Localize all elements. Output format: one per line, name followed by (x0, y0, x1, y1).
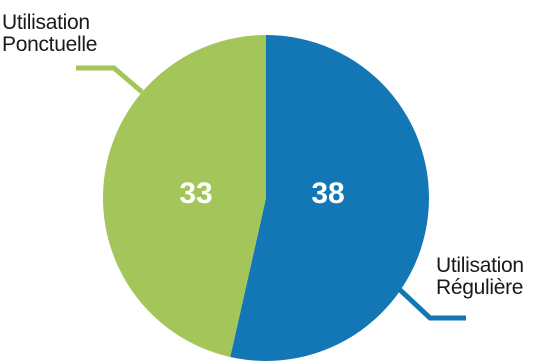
category-label-reguliere-line-2: Régulière (436, 276, 523, 299)
leader-line-utilisation-ponctuelle (76, 65, 144, 94)
category-label-utilisation-reguliere: Utilisation Régulière (436, 254, 529, 299)
leader-line-utilisation-reguliere (396, 286, 466, 321)
category-label-utilisation-ponctuelle: Utilisation Ponctuelle (2, 11, 97, 56)
value-label-utilisation-ponctuelle: 33 (179, 177, 212, 210)
slice-utilisation-ponctuelle (102, 35, 267, 358)
value-label-utilisation-reguliere: 38 (311, 177, 344, 210)
category-label-ponctuelle-line-2: Ponctuelle (2, 33, 97, 56)
category-label-reguliere-line-1: Utilisation (436, 254, 524, 277)
slice-utilisation-reguliere (230, 35, 429, 361)
category-label-ponctuelle-line-1: Utilisation (2, 11, 90, 34)
